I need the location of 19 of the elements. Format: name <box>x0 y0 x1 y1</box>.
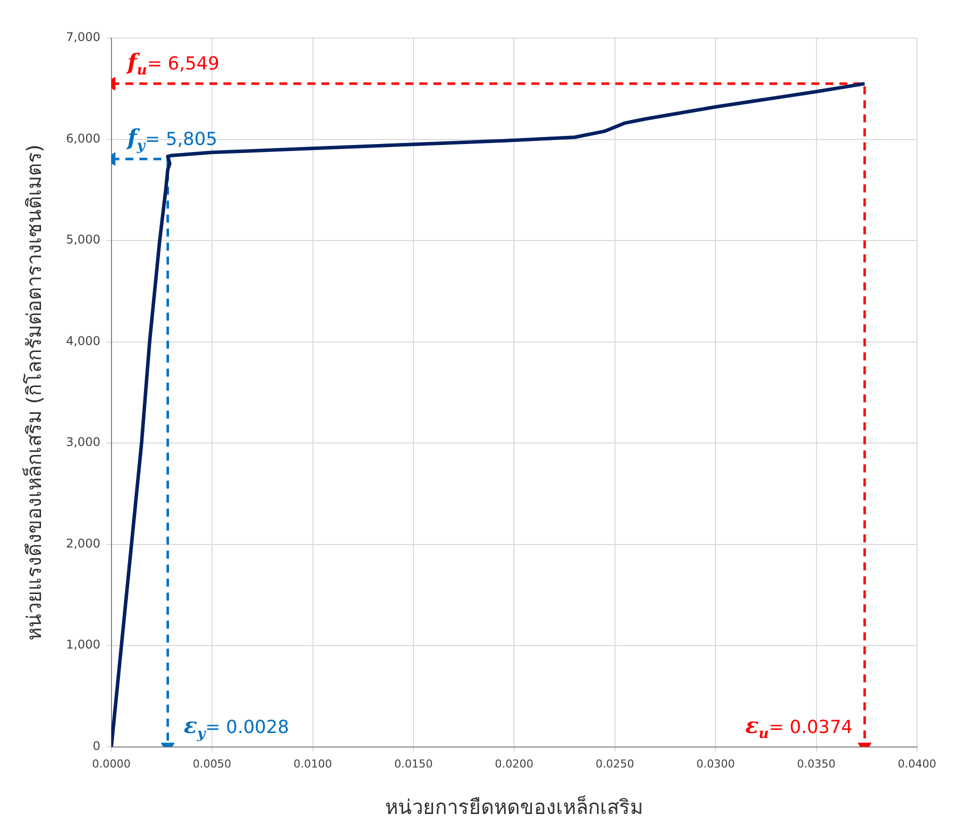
y-axis-title: หน่วยแรงดึงของเหล็กเสริม (กิโลกรัมต่อตารางเซนติเมตร) <box>21 144 46 640</box>
y-tick-label: 6,000 <box>66 131 100 146</box>
y-tick-label: 7,000 <box>66 30 100 44</box>
y-tick-label: 2,000 <box>66 536 100 550</box>
y-tick-label: 4,000 <box>66 334 100 348</box>
x-tick-label: 0.0100 <box>294 757 332 770</box>
x-tick-label: 0.0250 <box>596 757 634 770</box>
x-tick-label: 0.0150 <box>394 757 433 770</box>
y-tick-label: 1,000 <box>66 638 100 652</box>
x-tick-label: 0.0200 <box>494 757 534 770</box>
y-tick-label: 5,000 <box>66 232 100 247</box>
x-tick-label: 0.0350 <box>797 757 836 770</box>
x-axis-title: หน่วยการยืดหดของเหล็กเสริม <box>385 794 644 820</box>
y-tick-label: 0 <box>92 738 100 753</box>
x-tick-label: 0.0300 <box>696 757 735 770</box>
x-tick-label: 0.0050 <box>192 757 232 770</box>
x-tick-label: 0.0000 <box>92 757 131 770</box>
x-tick-label: 0.0400 <box>898 757 936 770</box>
y-tick-label: 3,000 <box>66 435 100 450</box>
